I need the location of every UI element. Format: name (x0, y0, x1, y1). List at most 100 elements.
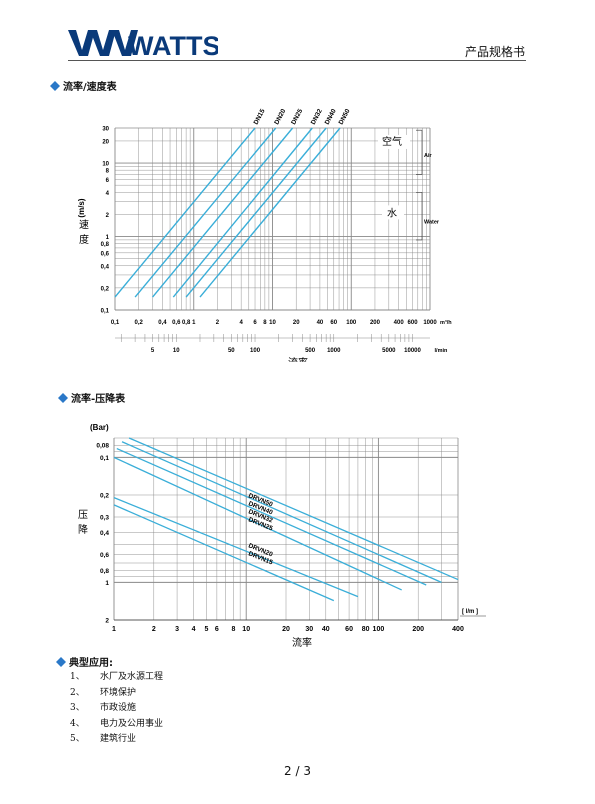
annotation-bg (378, 134, 410, 149)
x-tick-label: 3 (175, 626, 179, 633)
x-axis-title: 流率 (292, 636, 312, 649)
x-tick-label: 200 (370, 320, 381, 326)
list-item: 2、 环境保护 (70, 687, 137, 698)
chart2-series (113, 437, 459, 602)
x-tick-label: 100 (250, 348, 261, 354)
x-tick-label: 8 (231, 626, 235, 633)
x-tick-label: 40 (317, 320, 324, 326)
y-tick-label: 0,1 (101, 309, 110, 315)
y-axis-title: 压 (78, 509, 88, 521)
series-line-drvn40 (121, 441, 442, 583)
y-tick-label: 20 (102, 139, 109, 145)
y-axis-unit: (Bar) (90, 423, 109, 432)
x-tick-label: 40 (322, 626, 330, 633)
x-tick-label: 0,2 (135, 320, 144, 326)
y-axis-unit: (m/s) (77, 198, 86, 217)
annotation-air-en: Air (424, 153, 433, 159)
y-tick-label: 0,8 (100, 568, 109, 575)
x-tick-label: 1000 (327, 348, 341, 354)
y-tick-label: 0,8 (101, 242, 110, 248)
applications-list: 1、 水厂及水源工程 2、 环境保护 3、 市政设施 4、 电力及公用事业 5、 建筑行业 (70, 670, 163, 748)
series-line-dn40 (185, 127, 327, 298)
series-line-drvn32 (116, 447, 427, 586)
diamond-bullet-icon (50, 81, 60, 91)
section-title: 流率/速度表 (63, 82, 117, 93)
x-tick-label: 60 (345, 626, 353, 633)
annotation-water-cn: 水 (387, 207, 397, 219)
y-tick-label: 0,6 (100, 552, 109, 559)
y-tick-label: 0,2 (101, 286, 110, 292)
series-line-dn20 (134, 127, 277, 298)
series-line-drvn15 (113, 504, 335, 602)
y-axis-title: 降 (78, 523, 88, 536)
x-tick-label: 100 (346, 320, 357, 326)
x-tick-label: 1 (192, 320, 196, 326)
x-unit-label: m³/h (440, 319, 452, 326)
x-tick-label: 100 (373, 626, 385, 633)
series-label: DN15 (253, 108, 267, 126)
x-tick-label: 2 (216, 320, 220, 326)
x-tick-label: 50 (228, 348, 235, 354)
section-title: 流率-压降表 (71, 394, 126, 405)
x-tick-label: 30 (305, 626, 313, 633)
x-tick-label: 5 (151, 348, 155, 354)
air-bracket (416, 129, 423, 175)
y-tick-label: 0,2 (100, 492, 109, 499)
series-label: DN50 (338, 108, 352, 126)
y-tick-label: 0,4 (101, 264, 110, 270)
x-tick-label: 8 (263, 320, 267, 326)
x-tick-label: 6 (215, 626, 219, 633)
chart2-grid (113, 437, 459, 621)
series-line-drvn50 (128, 437, 459, 581)
x-tick-label: 10 (242, 626, 250, 633)
y-tick-label: 2 (105, 618, 109, 625)
y-tick-label: 8 (106, 169, 110, 175)
section-heading-flow-velocity: 流率/速度表 (50, 78, 117, 93)
series-line-dn25 (152, 127, 294, 298)
y-axis-title: 速 (79, 219, 89, 231)
series-line-dn15 (114, 127, 256, 298)
x-tick-label: 10 (173, 348, 180, 354)
x-tick-label: 0,4 (158, 320, 167, 326)
chart1-series (114, 127, 341, 298)
x-tick-label: 80 (362, 626, 370, 633)
y-tick-label: 0,6 (101, 251, 110, 257)
x-tick-label: 20 (282, 626, 290, 633)
x-tick-label: 400 (452, 626, 464, 633)
section-heading-applications: 典型应用: (56, 654, 113, 669)
y-tick-label: 4 (106, 191, 110, 197)
section-title: 典型应用: (69, 658, 113, 669)
y-tick-label: 0,4 (100, 530, 109, 537)
x-tick-label: 500 (305, 348, 316, 354)
y-tick-label: 10 (102, 162, 109, 168)
series-label: DN32 (310, 108, 324, 126)
x-tick-label: 0,1 (111, 320, 120, 326)
list-item: 3、 市政设施 (70, 703, 137, 713)
x-tick-label: 1 (112, 626, 116, 633)
x-tick-label: 5 (204, 626, 208, 633)
series-label: DN40 (324, 108, 338, 126)
series-label: DN25 (290, 108, 304, 126)
x-tick-label: 6 (253, 320, 257, 326)
y-tick-label: 2 (106, 213, 110, 219)
x-axis-title: 流率 (288, 356, 308, 362)
y-tick-label: 6 (106, 178, 110, 184)
doc-title: 产品规格书 (464, 45, 525, 59)
x-tick-label: 60 (330, 320, 337, 326)
x-tick-label: 20 (293, 320, 300, 326)
x-tick-label: 0,8 (182, 320, 191, 326)
annotation-water-en: Water (424, 220, 440, 226)
y-axis-title: 度 (79, 233, 89, 246)
series-line-drvn20 (113, 497, 359, 598)
list-item: 4、 电力及公用事业 (70, 718, 164, 729)
x-tick-label: 2 (152, 626, 156, 633)
section-heading-flow-pressure: 流率-压降表 (58, 390, 125, 405)
annotation-bg (382, 205, 404, 220)
series-label: DN20 (273, 108, 287, 126)
x-tick-label: 10000 (404, 348, 421, 354)
y-tick-label: 0,3 (100, 515, 109, 522)
x-tick-label: 10 (269, 320, 276, 326)
